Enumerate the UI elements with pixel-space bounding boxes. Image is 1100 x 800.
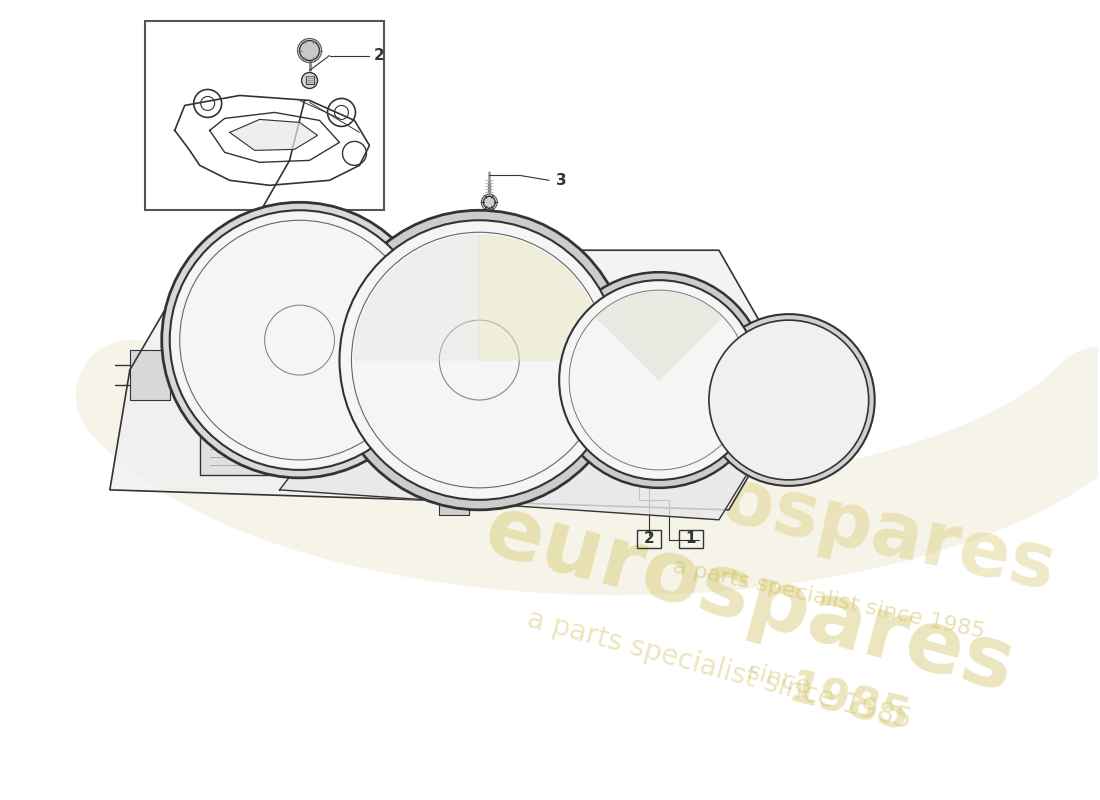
Bar (679, 530, 703, 548)
Bar (637, 530, 661, 548)
Circle shape (242, 222, 257, 238)
Circle shape (301, 73, 318, 89)
Text: 88888: 88888 (284, 275, 315, 285)
Circle shape (340, 220, 619, 500)
Text: 1985: 1985 (783, 668, 914, 742)
Text: 8: 8 (544, 282, 556, 297)
Text: eurospares: eurospares (575, 434, 1063, 606)
Bar (306, 77, 313, 85)
Text: 3: 3 (556, 173, 566, 188)
Wedge shape (354, 235, 480, 360)
Bar (130, 350, 169, 400)
Circle shape (330, 210, 629, 510)
Circle shape (559, 280, 759, 480)
Text: a parts specialist since 1985: a parts specialist since 1985 (671, 557, 987, 642)
Text: since: since (745, 659, 813, 700)
Wedge shape (597, 292, 722, 380)
Polygon shape (279, 360, 799, 520)
Circle shape (551, 272, 767, 488)
Circle shape (299, 41, 319, 61)
Bar (145, 21, 384, 210)
Text: eurospares: eurospares (475, 489, 1023, 710)
Circle shape (162, 202, 438, 478)
Polygon shape (110, 250, 799, 510)
Text: 2: 2 (374, 48, 385, 63)
Text: 7: 7 (474, 253, 485, 268)
Circle shape (483, 196, 495, 208)
Circle shape (169, 210, 429, 470)
Text: rpm: rpm (482, 305, 496, 311)
Text: 1: 1 (685, 531, 696, 546)
Text: 4: 4 (688, 318, 696, 330)
Bar (439, 495, 470, 515)
Bar (468, 331, 482, 345)
Wedge shape (480, 235, 604, 360)
Bar (200, 395, 319, 475)
Text: 8888: 8888 (289, 261, 310, 270)
Text: 6: 6 (404, 282, 414, 297)
Circle shape (703, 314, 874, 486)
Bar (449, 302, 509, 320)
Bar (265, 270, 334, 290)
Polygon shape (230, 119, 318, 150)
Circle shape (708, 320, 869, 480)
Bar (243, 227, 255, 235)
Text: 2: 2 (623, 318, 631, 330)
Text: a parts specialist since 1985: a parts specialist since 1985 (524, 605, 914, 734)
Text: 2: 2 (644, 531, 654, 546)
Text: 888: 888 (468, 306, 491, 316)
